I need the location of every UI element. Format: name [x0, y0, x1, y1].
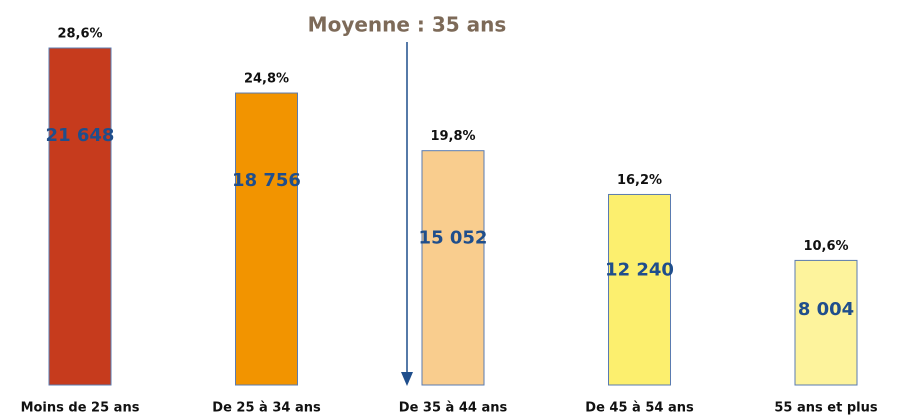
value-label: 8 004 — [798, 299, 854, 320]
x-tick-label: De 25 à 34 ans — [212, 401, 321, 416]
bar — [794, 259, 858, 386]
x-tick-label: De 45 à 54 ans — [585, 401, 694, 416]
value-label: 21 648 — [46, 125, 115, 146]
bar — [48, 47, 112, 386]
x-tick-label: 55 ans et plus — [774, 401, 877, 416]
value-label: 12 240 — [605, 260, 674, 281]
share-label: 24,8% — [244, 72, 289, 87]
share-label: 16,2% — [617, 173, 662, 188]
annotation: Moyenne : 35 ans — [308, 13, 507, 37]
bar — [421, 150, 485, 386]
bar — [235, 92, 298, 386]
value-label: 18 756 — [232, 170, 301, 191]
arrow-head — [401, 372, 413, 386]
share-label: 19,8% — [430, 129, 475, 144]
bar — [608, 193, 671, 386]
share-label: 28,6% — [57, 27, 102, 42]
x-tick-label: De 35 à 44 ans — [399, 401, 508, 416]
value-label: 15 052 — [419, 228, 488, 249]
x-tick-label: Moins de 25 ans — [21, 401, 140, 416]
share-label: 10,6% — [803, 239, 848, 254]
